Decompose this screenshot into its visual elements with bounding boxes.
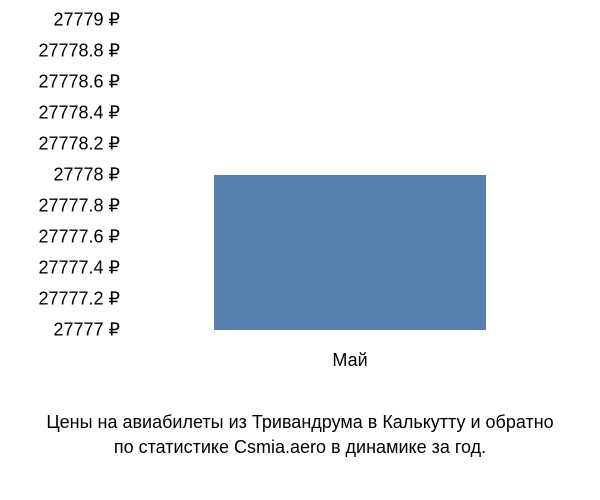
plot-area <box>130 20 570 330</box>
caption-line1: Цены на авиабилеты из Тривандрума в Каль… <box>0 410 600 435</box>
chart-container: 27779 ₽ 27778.8 ₽ 27778.6 ₽ 27778.4 ₽ 27778.… <box>0 0 600 500</box>
y-tick-label: 27778.8 ₽ <box>38 41 120 62</box>
y-tick-label: 27777.4 ₽ <box>38 258 120 279</box>
bar <box>214 175 487 330</box>
y-tick-label: 27778.2 ₽ <box>38 134 120 155</box>
y-tick-label: 27777.2 ₽ <box>38 289 120 310</box>
x-tick-label: Май <box>332 350 367 371</box>
y-tick-label: 27778.6 ₽ <box>38 72 120 93</box>
y-tick-label: 27778 ₽ <box>53 165 120 186</box>
chart-caption: Цены на авиабилеты из Тривандрума в Каль… <box>0 410 600 460</box>
y-tick-label: 27777 ₽ <box>53 320 120 341</box>
y-tick-label: 27778.4 ₽ <box>38 103 120 124</box>
y-tick-label: 27777.6 ₽ <box>38 227 120 248</box>
y-tick-label: 27779 ₽ <box>53 10 120 31</box>
caption-line2: по статистике Csmia.aero в динамике за г… <box>0 435 600 460</box>
y-tick-label: 27777.8 ₽ <box>38 196 120 217</box>
